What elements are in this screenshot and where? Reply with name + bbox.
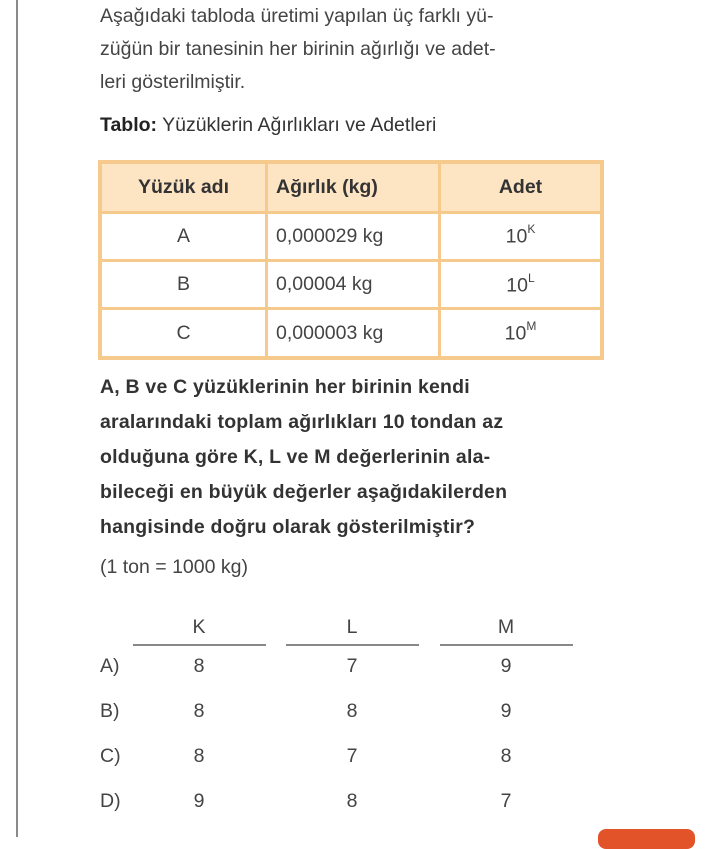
intro-line: leri gösterilmiştir. (100, 71, 246, 93)
count-exponent: L (528, 270, 535, 285)
option-k: 8 (193, 700, 205, 722)
option-l: 7 (346, 745, 358, 767)
orange-button[interactable] (598, 829, 695, 849)
cell-count: 10L (438, 259, 604, 311)
caption-text: Yüzüklerin Ağırlıkları ve Adetleri (157, 114, 437, 136)
intro-line: züğün bir tanesinin her birinin ağırlığı… (100, 38, 496, 60)
table-row: A 0,000029 kg 10K (98, 210, 604, 263)
option-m: 8 (500, 745, 512, 767)
question-line: olduğuna göre K, L ve M değerlerinin ala… (100, 446, 491, 468)
option-m: 9 (500, 655, 512, 677)
header-underline (133, 644, 266, 646)
header-underline (440, 644, 573, 646)
cell-count: 10M (438, 307, 604, 360)
question-line: hangisinde doğru olarak gösterilmiştir? (100, 516, 476, 538)
header-underline (286, 644, 419, 646)
question-line: bileceği en büyük değerler aşağıdakilerd… (100, 481, 508, 503)
cell-weight: 0,00004 kg (265, 259, 441, 311)
option-label: C) (100, 745, 121, 767)
table-row: C 0,000003 kg 10M (98, 307, 604, 360)
answer-option-d[interactable]: D) 9 8 7 (0, 790, 720, 820)
header-weight: Ağırlık (kg) (265, 160, 441, 214)
option-l: 8 (346, 790, 358, 812)
question-line: A, B ve C yüzüklerinin her birinin kendi (100, 376, 470, 398)
margin-rule (16, 0, 18, 837)
cell-name: C (98, 307, 268, 360)
caption-label: Tablo: (100, 114, 158, 136)
rings-table: Yüzük adı Ağırlık (kg) Adet A 0,000029 k… (98, 160, 604, 360)
option-label: A) (100, 655, 120, 677)
cell-count: 10K (438, 210, 604, 263)
option-label: D) (100, 790, 121, 812)
option-m: 9 (500, 700, 512, 722)
cell-name: B (98, 259, 268, 311)
cell-weight: 0,000029 kg (265, 210, 441, 263)
option-m: 7 (500, 790, 512, 812)
count-base: 10 (506, 274, 528, 296)
table-row: B 0,00004 kg 10L (98, 259, 604, 311)
option-header-m: M (497, 616, 515, 638)
count-exponent: K (527, 222, 536, 237)
cell-name: A (98, 210, 268, 263)
option-l: 8 (346, 700, 358, 722)
option-k: 8 (193, 745, 205, 767)
header-count: Adet (438, 160, 604, 214)
intro-text: Aşağıdaki tabloda üretimi yapılan üç far… (100, 0, 620, 99)
answer-option-c[interactable]: C) 8 7 8 (0, 745, 720, 775)
answer-option-a[interactable]: A) 8 7 9 (0, 655, 720, 685)
table-header-row: Yüzük adı Ağırlık (kg) Adet (98, 160, 604, 214)
unit-note: (1 ton = 1000 kg) (100, 556, 248, 578)
option-label: B) (100, 700, 120, 722)
header-name: Yüzük adı (98, 160, 268, 214)
option-header-l: L (346, 616, 358, 638)
question-line: aralarındaki toplam ağırlıkları 10 tonda… (100, 411, 504, 433)
answer-option-b[interactable]: B) 8 8 9 (0, 700, 720, 730)
question-text: A, B ve C yüzüklerinin her birinin kendi… (100, 370, 620, 545)
option-k: 8 (193, 655, 205, 677)
cell-weight: 0,000003 kg (265, 307, 441, 360)
intro-line: Aşağıdaki tabloda üretimi yapılan üç far… (100, 5, 494, 27)
option-header-k: K (192, 616, 206, 638)
count-exponent: M (526, 318, 537, 333)
count-base: 10 (504, 322, 527, 345)
table-caption: Tablo: Yüzüklerin Ağırlıkları ve Adetler… (100, 114, 436, 137)
count-base: 10 (505, 225, 528, 248)
option-l: 7 (346, 655, 358, 677)
option-k: 9 (193, 790, 205, 812)
